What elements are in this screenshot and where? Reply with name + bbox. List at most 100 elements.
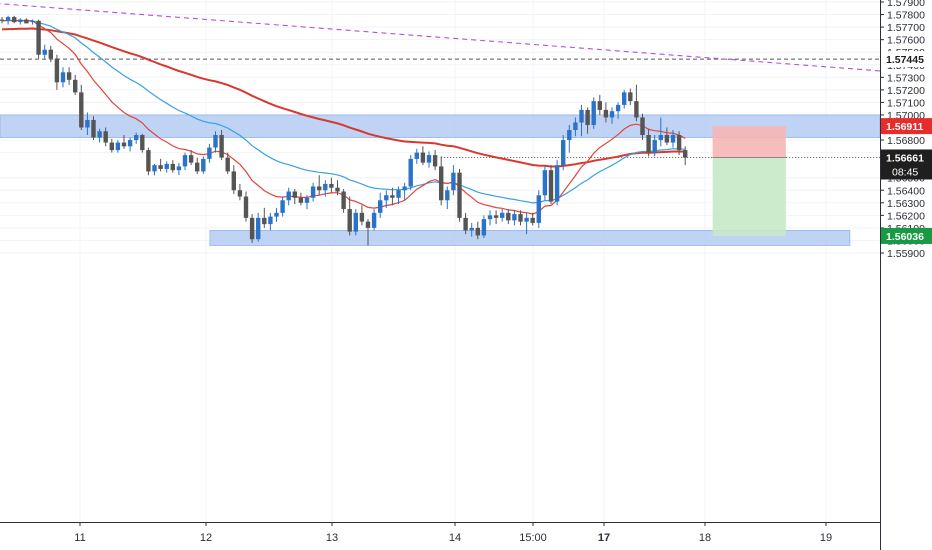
candle xyxy=(182,152,188,171)
price-tick-label: 1.56400 xyxy=(887,185,925,197)
mid-moving-average-line xyxy=(1,19,686,204)
candle xyxy=(164,161,169,173)
candle-body xyxy=(597,101,602,110)
candle xyxy=(12,15,17,24)
candle xyxy=(451,165,456,196)
candle-body xyxy=(262,217,267,225)
price-tick-label: 1.56200 xyxy=(887,210,925,222)
candle-body xyxy=(579,109,584,123)
candle-body xyxy=(469,227,474,231)
slow-moving-average-line xyxy=(1,27,686,168)
candle-body xyxy=(481,219,487,236)
candle-body xyxy=(506,212,511,221)
price-tick-label: 1.57800 xyxy=(887,10,925,22)
candle xyxy=(683,146,688,166)
candle-body xyxy=(176,166,182,171)
short-position-tool[interactable] xyxy=(712,126,786,236)
candle-body xyxy=(390,195,395,198)
candle xyxy=(243,191,249,222)
candle xyxy=(5,15,11,25)
candle-body xyxy=(60,72,66,83)
candle xyxy=(231,165,236,195)
candle-body xyxy=(18,19,23,23)
candle-body xyxy=(341,191,346,210)
price-axis[interactable]: 1.559001.560001.561001.562001.563001.564… xyxy=(880,0,932,550)
candle-body xyxy=(48,49,53,59)
candle xyxy=(396,186,401,205)
candle-body xyxy=(548,170,554,202)
level-price-label: 1.57445 xyxy=(886,54,924,66)
candle-body xyxy=(170,163,175,171)
candle-body xyxy=(42,49,47,55)
candle xyxy=(408,155,413,191)
candle xyxy=(652,135,657,157)
candle-body xyxy=(195,162,200,172)
countdown-label: 08:45 xyxy=(892,166,918,178)
candle xyxy=(670,130,676,148)
candle-body xyxy=(530,217,535,223)
candle xyxy=(646,128,651,157)
candle xyxy=(170,160,175,173)
candle xyxy=(390,187,395,206)
candle-body xyxy=(323,183,328,191)
candle-body xyxy=(97,131,102,138)
candle-body xyxy=(225,157,230,172)
candle xyxy=(573,117,578,137)
candle xyxy=(439,156,444,206)
price-tick-label: 1.57900 xyxy=(887,0,925,9)
candle-body xyxy=(103,131,108,143)
candle xyxy=(0,17,5,24)
time-axis[interactable]: 11 12 13 14 15:00 17 18 19 xyxy=(0,522,880,550)
price-tick-label: 1.57600 xyxy=(887,35,925,47)
candle xyxy=(548,165,554,205)
candle xyxy=(225,152,230,174)
candle-body xyxy=(573,122,578,131)
candle xyxy=(567,124,572,153)
candle-body xyxy=(310,186,316,198)
candle-body xyxy=(396,190,401,198)
candle xyxy=(487,210,493,226)
candle-body xyxy=(378,200,383,213)
candle xyxy=(79,84,84,131)
candle-body xyxy=(384,195,389,201)
candle-body xyxy=(85,119,90,128)
candle xyxy=(640,113,645,141)
candle xyxy=(445,186,450,210)
target-price-label: 1.56036 xyxy=(886,231,924,243)
candle xyxy=(18,18,23,25)
candle xyxy=(268,212,273,231)
candle-body xyxy=(268,216,273,225)
candle-body xyxy=(12,17,17,23)
candle-body xyxy=(298,197,304,203)
trendline-dashed[interactable] xyxy=(0,2,932,125)
support-zone xyxy=(209,230,851,246)
candle xyxy=(378,192,383,218)
candle xyxy=(469,222,474,237)
candle-body xyxy=(121,142,127,147)
candle-body xyxy=(24,19,29,24)
candle xyxy=(536,190,541,228)
candle xyxy=(481,215,487,238)
candle xyxy=(353,209,358,236)
risk-box[interactable] xyxy=(712,126,786,158)
candle xyxy=(585,107,590,134)
price-tick-label: 1.56800 xyxy=(887,135,925,147)
time-tick-label: 12 xyxy=(200,532,212,544)
candle xyxy=(115,140,121,153)
candle-body xyxy=(634,101,639,118)
reward-box[interactable] xyxy=(712,157,786,236)
candle-body xyxy=(188,155,194,163)
time-tick-label: 15:00 xyxy=(519,532,547,544)
candle-body xyxy=(353,212,358,232)
candle-body xyxy=(554,165,560,202)
candle xyxy=(152,163,157,176)
candle-body xyxy=(182,155,188,167)
candle-body xyxy=(561,140,566,166)
candle-body xyxy=(567,130,572,141)
trendline[interactable] xyxy=(0,2,932,125)
candle xyxy=(432,150,438,171)
candle-body xyxy=(603,109,609,118)
candle xyxy=(615,102,621,119)
level-price-label-bg xyxy=(881,51,932,68)
